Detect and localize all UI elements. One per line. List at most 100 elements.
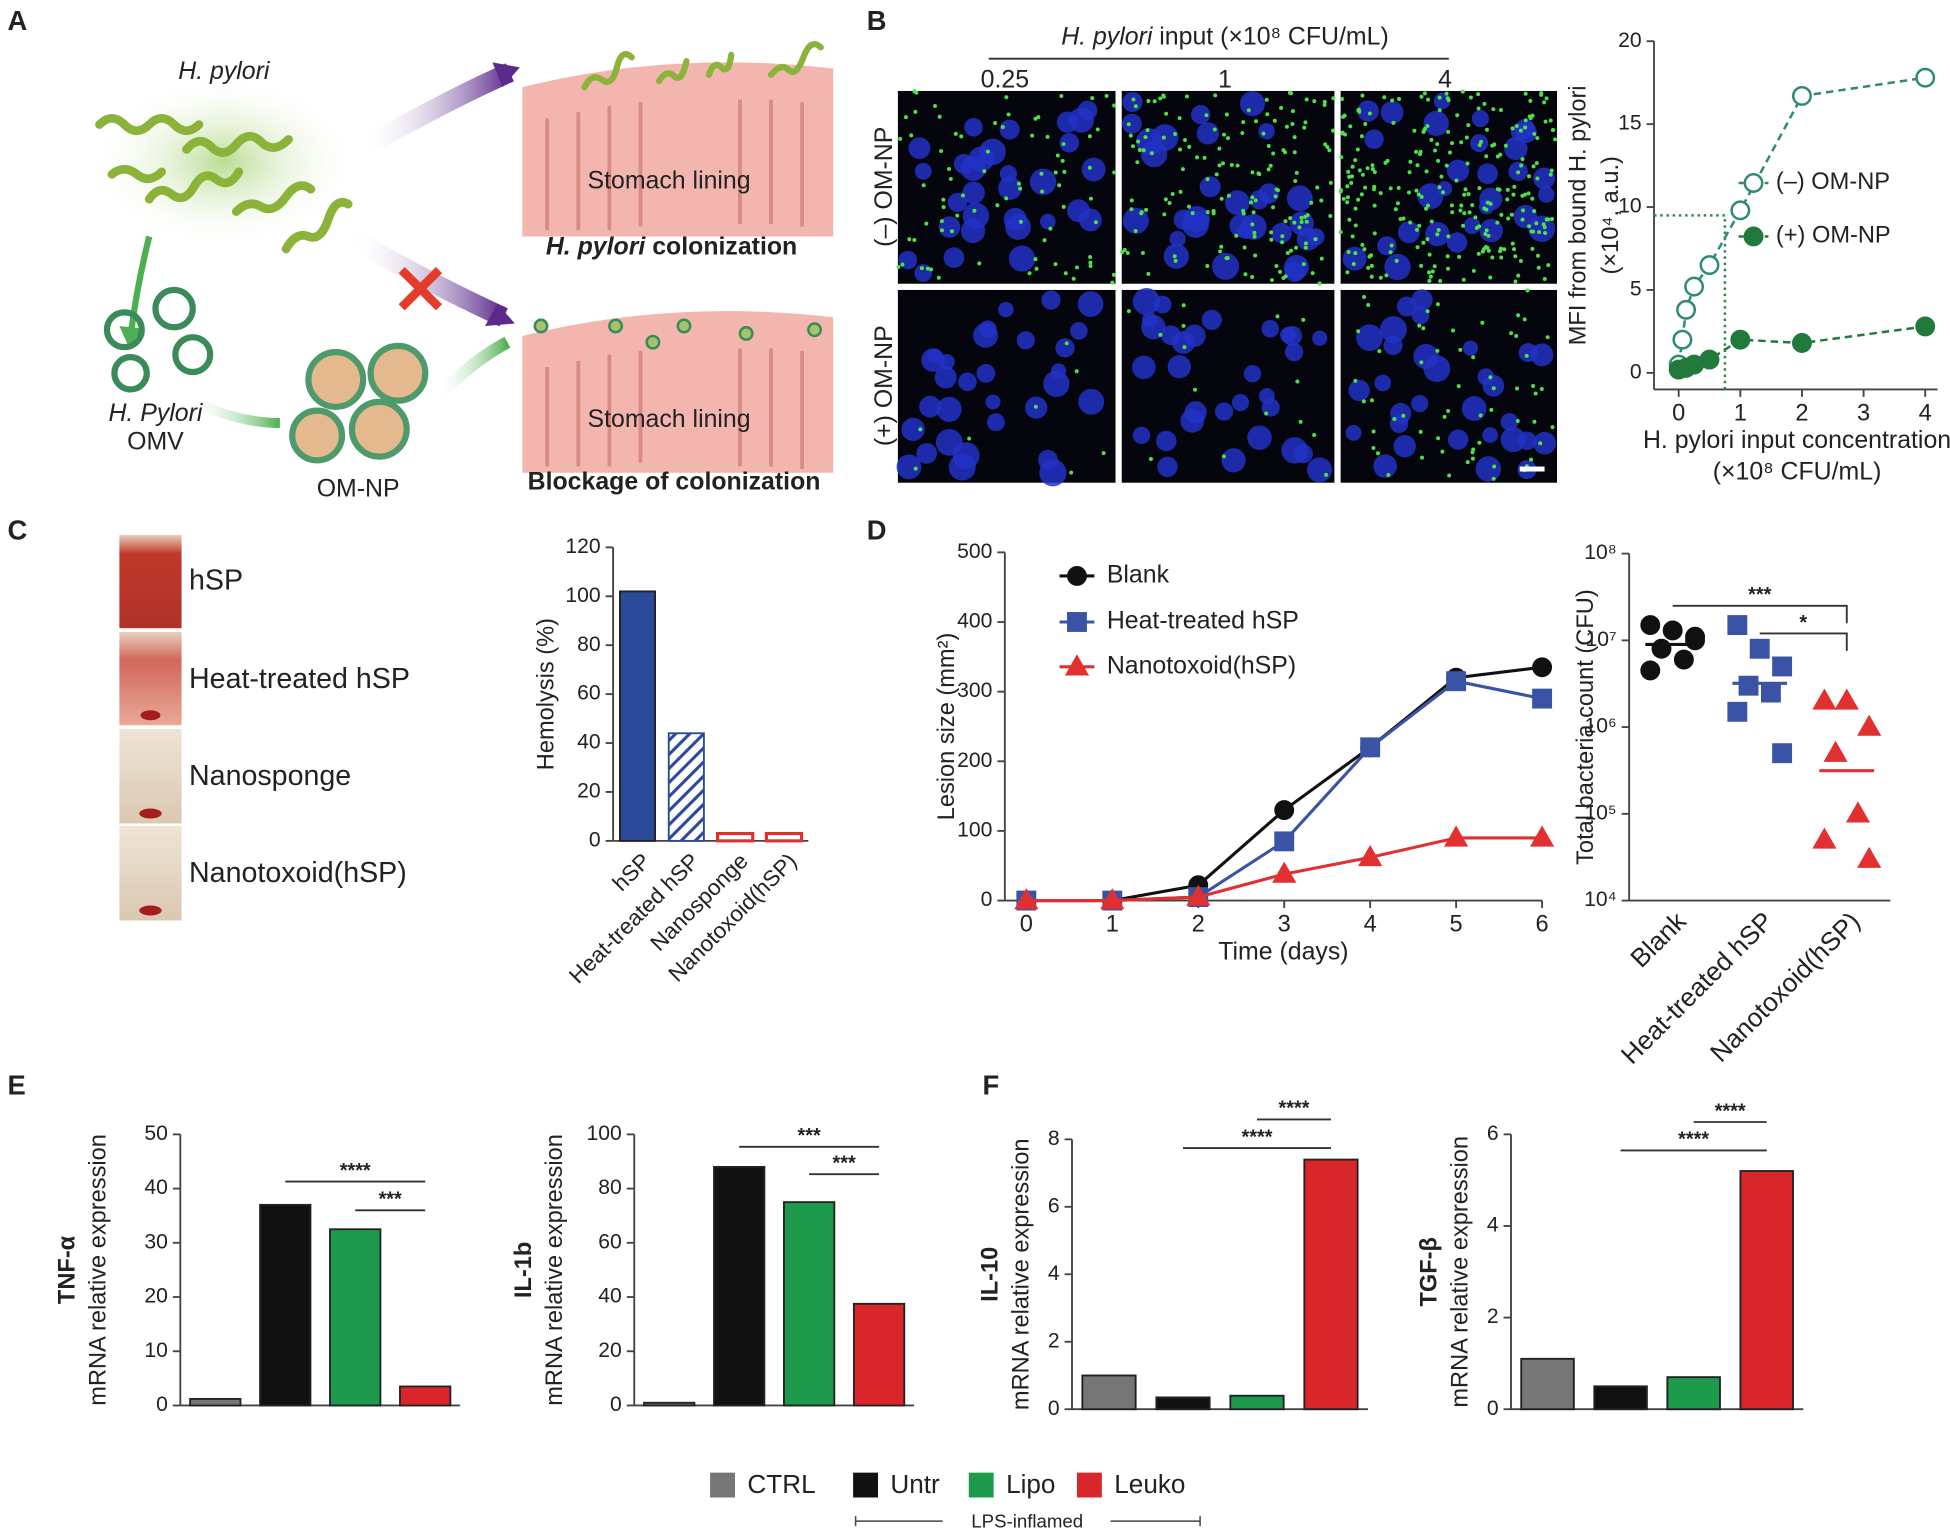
tube — [119, 631, 182, 726]
marker — [1358, 844, 1383, 867]
bacterium-dot — [1491, 476, 1496, 481]
bacterium-dot — [941, 205, 946, 210]
bacterium-dot — [1518, 259, 1523, 264]
marker — [1857, 714, 1882, 736]
glow — [87, 74, 361, 249]
column-label: 0.25 — [981, 66, 1029, 94]
legend-marker — [1743, 226, 1764, 247]
bacterium-dot — [1345, 200, 1350, 205]
bacterium-dot — [1256, 171, 1261, 176]
nucleus — [1411, 306, 1430, 325]
bacterium-dot — [1350, 234, 1355, 239]
bacterium-dot — [1278, 269, 1283, 274]
y-tick-label: 120 — [565, 535, 600, 558]
bacterium-dot — [982, 169, 987, 174]
bacterium-dot — [1243, 272, 1248, 277]
y-axis-label: mRNA relative expression — [86, 1134, 112, 1406]
bacterium-dot — [1488, 275, 1493, 280]
bacterium-dot — [1418, 429, 1423, 434]
y-tick-label: 10 — [144, 1339, 168, 1362]
marker — [1446, 671, 1467, 692]
label: H. pylori — [178, 57, 271, 85]
bar — [1739, 1170, 1794, 1411]
bacterium-dot — [1226, 136, 1231, 141]
bacterium-dot — [1386, 472, 1391, 477]
tube-label: Nanotoxoid(hSP) — [189, 857, 407, 889]
nucleus — [1515, 121, 1537, 143]
bacterium-dot — [1362, 247, 1367, 252]
bacterium-dot — [1466, 123, 1471, 128]
bacterium-dot — [1088, 263, 1093, 268]
bar — [1155, 1396, 1211, 1411]
bacterium-dot — [1363, 185, 1368, 190]
nucleus — [1397, 221, 1420, 244]
bacterium-dot — [1528, 116, 1533, 121]
bacterium-dot — [1476, 106, 1481, 111]
nucleus — [1357, 100, 1379, 122]
bacterium-dot — [1246, 108, 1251, 113]
bar — [1520, 1357, 1575, 1411]
bacterium-dot — [1534, 221, 1539, 226]
bacterium-dot — [1346, 169, 1351, 174]
pellet — [140, 710, 161, 721]
nucleus — [1393, 435, 1416, 458]
bacterium-dot — [1217, 163, 1222, 168]
nucleus — [1078, 388, 1105, 415]
bacterium-dot — [1360, 172, 1365, 177]
bacteria — [95, 114, 353, 254]
bacterium-dot — [1414, 149, 1419, 154]
panel-letter: A — [7, 5, 27, 36]
bacterium-dot — [1471, 268, 1476, 273]
nucleus — [1153, 295, 1172, 314]
bacterium-dot — [1205, 210, 1210, 215]
bacterium-dot — [1520, 217, 1525, 222]
bacterium-dot — [1470, 450, 1475, 455]
bacterium-dot — [1429, 219, 1434, 224]
bar — [1229, 1394, 1285, 1411]
bacterium-dot — [1004, 95, 1009, 100]
bacterium-dot — [1148, 456, 1153, 461]
bacterium-dot — [1369, 263, 1374, 268]
bacterium-dot — [1074, 265, 1079, 270]
bacterium-dot — [1281, 276, 1286, 281]
legend-swatch — [968, 1472, 994, 1498]
bacterium-dot — [1437, 185, 1442, 190]
bacterium-dot — [1205, 264, 1210, 269]
marker — [1685, 626, 1706, 647]
bacterium-dot — [955, 213, 960, 218]
bacterium-dot — [1290, 121, 1295, 126]
bacterium-dot — [1492, 464, 1497, 469]
bacterium-dot — [1251, 210, 1256, 215]
nucleus — [979, 320, 997, 338]
bacterium-dot — [1441, 190, 1446, 195]
bacterium-dot — [1363, 122, 1368, 127]
nucleus — [1196, 122, 1219, 145]
panel-letter: E — [7, 1069, 25, 1100]
marker — [1738, 675, 1759, 696]
bacterium-dot — [1187, 204, 1191, 209]
bacterium-dot — [1357, 168, 1362, 173]
bar — [716, 831, 755, 843]
bacterium-dot — [1301, 317, 1306, 322]
marker — [1857, 846, 1882, 868]
label: OMV — [127, 427, 184, 455]
bacterium-dot — [1426, 97, 1431, 102]
bacterium-dot — [1538, 441, 1543, 446]
bacterium-dot — [1345, 270, 1350, 275]
bacterium-dot — [1461, 223, 1466, 228]
marker — [1529, 825, 1555, 847]
bacterium-dot — [1498, 108, 1503, 113]
bacterium-dot — [1144, 207, 1149, 212]
bacterium-dot — [1250, 222, 1255, 227]
bacterium-dot — [1137, 147, 1142, 152]
bacterium-dot — [1437, 95, 1442, 100]
bacterium-dot — [1053, 262, 1058, 267]
bacterium-dot — [1343, 132, 1348, 137]
nucleus — [1258, 123, 1275, 140]
y-tick-label: 10⁸ — [1584, 541, 1616, 564]
bacterium-dot — [1040, 189, 1045, 194]
bacterium-dot — [1213, 93, 1218, 98]
bacterium-dot — [1462, 192, 1467, 197]
bacterium-dot — [1071, 276, 1076, 281]
nucleus — [1039, 459, 1067, 487]
